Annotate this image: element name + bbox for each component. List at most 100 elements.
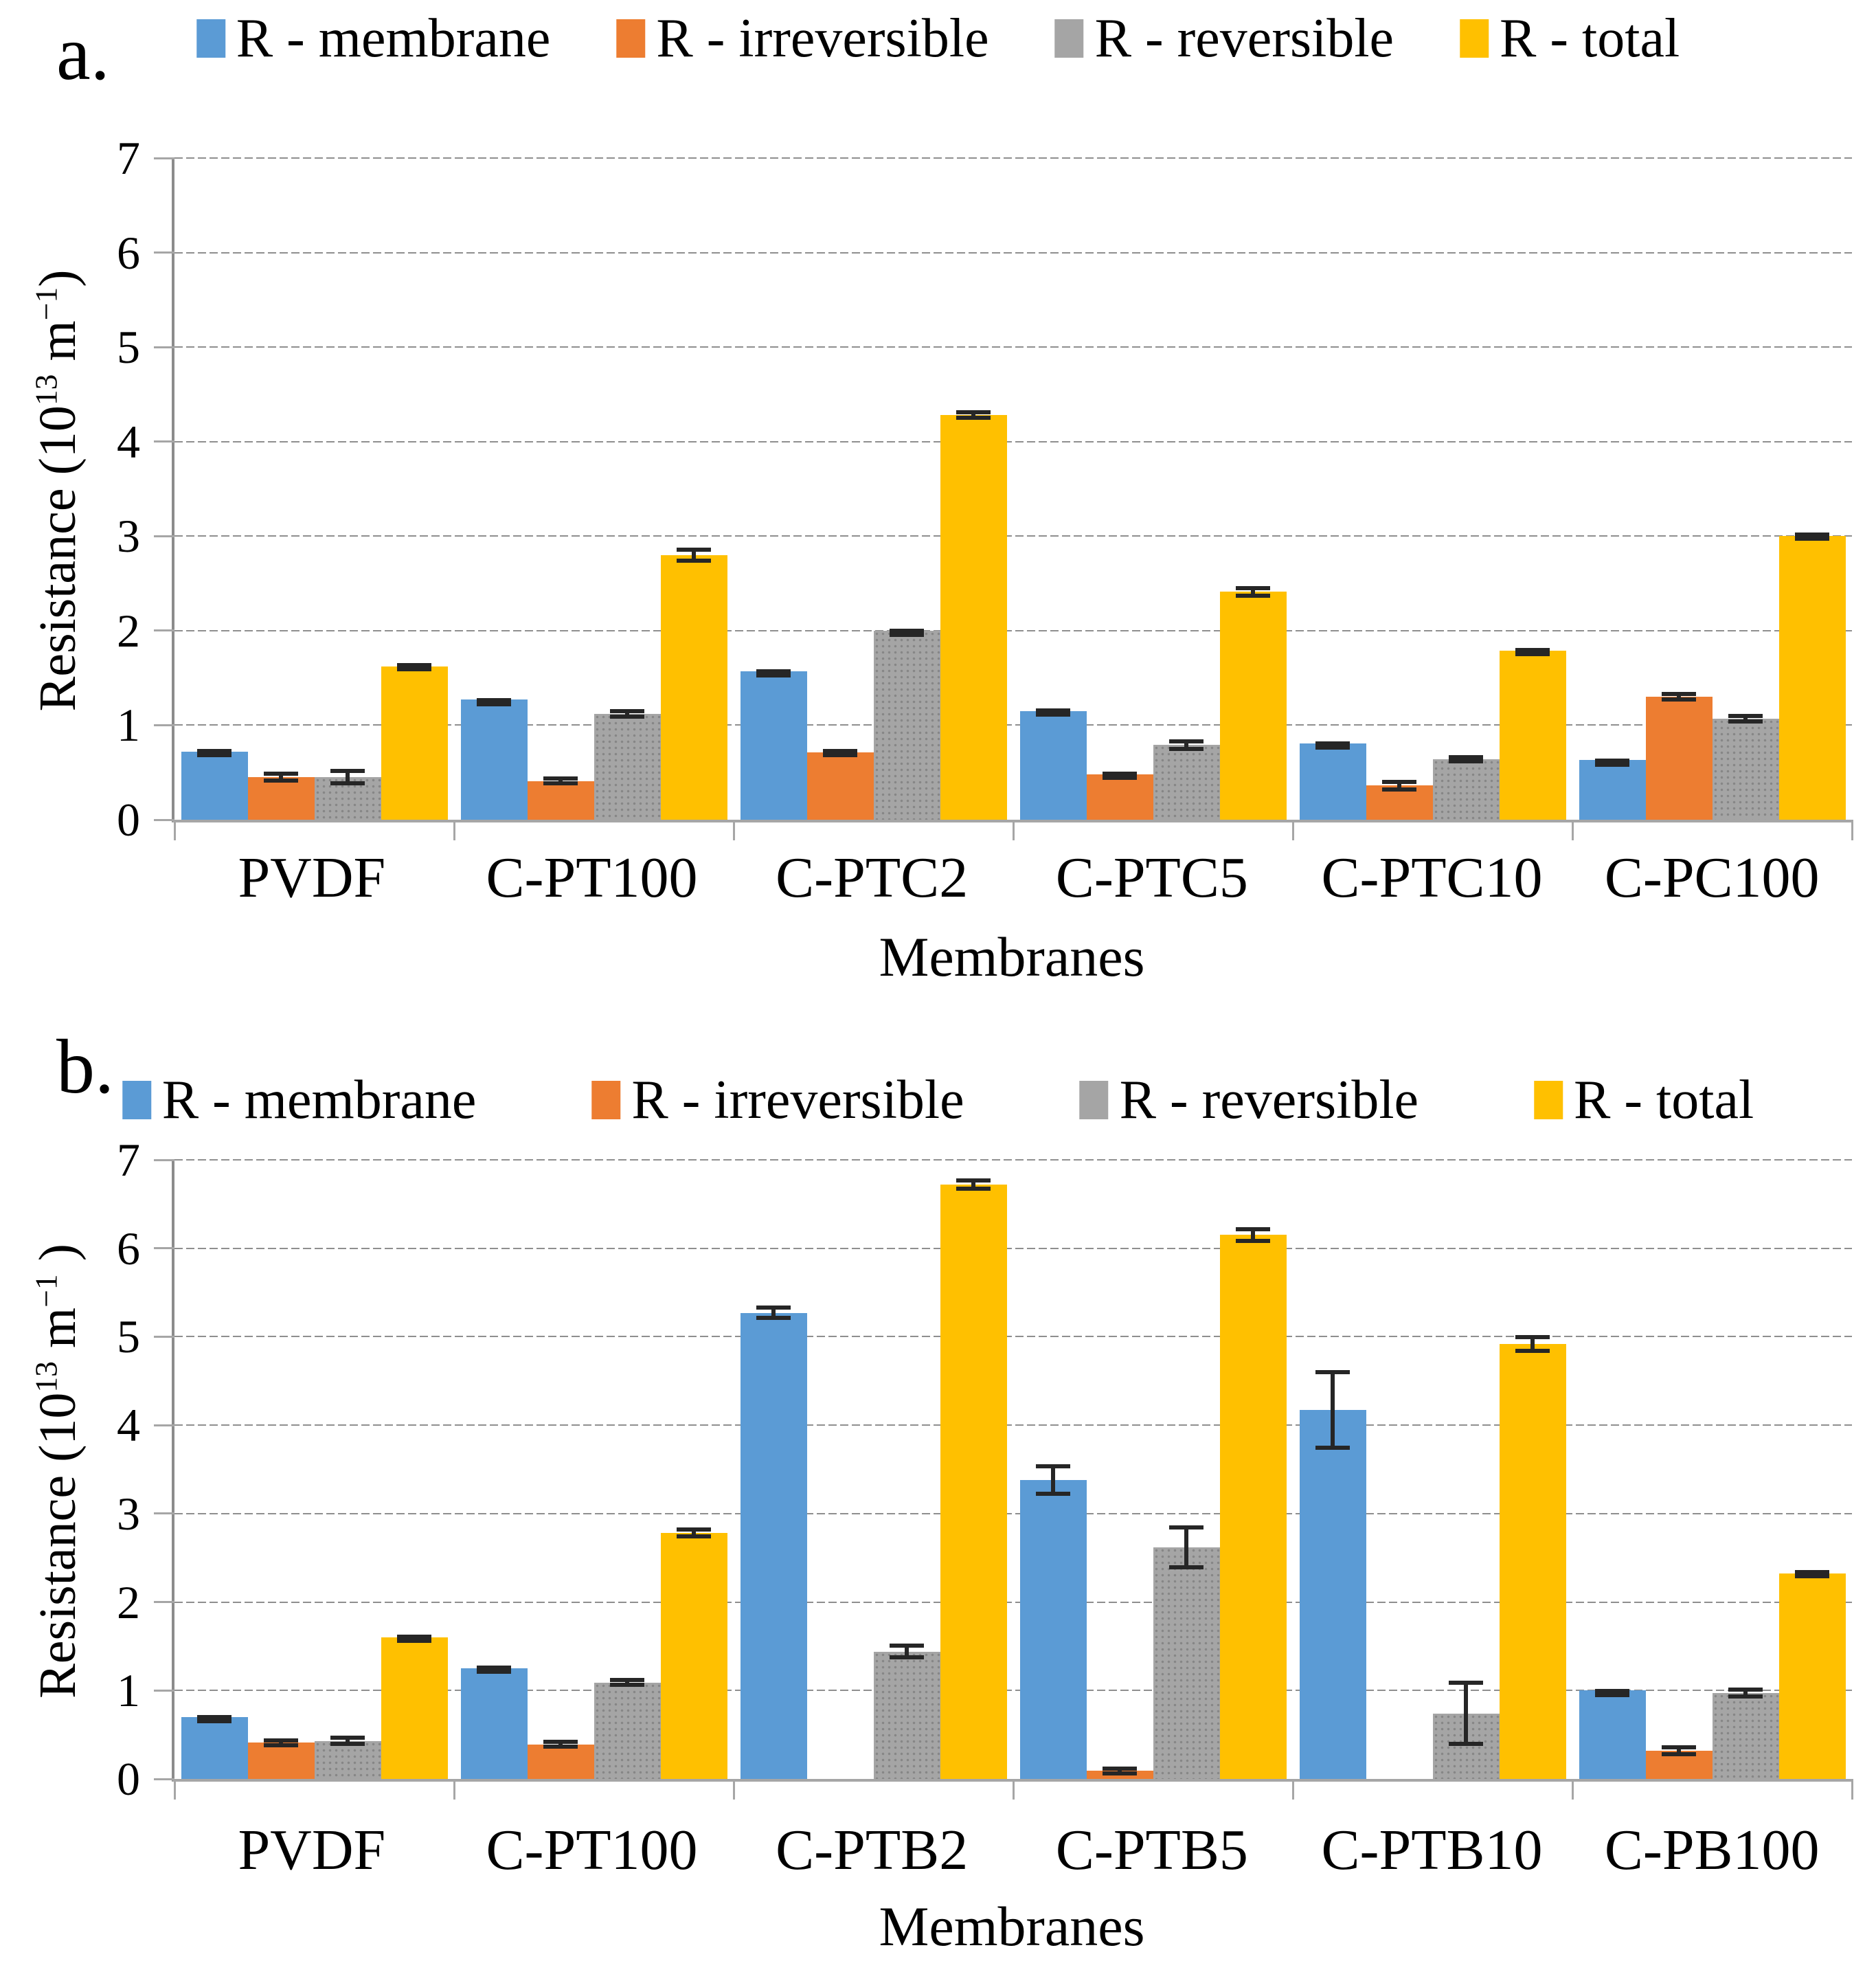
error-bar-line <box>1677 1749 1681 1752</box>
gridline <box>174 251 1852 254</box>
y-tick-label: 6 <box>117 1222 140 1275</box>
x-axis-title: Membranes <box>879 1895 1145 1958</box>
y-axis-tick <box>154 251 174 254</box>
bar-r-total-c-ptb2 <box>940 1178 1007 1779</box>
gridline <box>174 535 1852 537</box>
bar-r-irreversible-c-ptb5 <box>1086 1767 1153 1779</box>
error-bar-line <box>346 1739 350 1743</box>
x-category-label-c-ptb5: C-PTB5 <box>1055 1818 1248 1882</box>
bar-r-reversible-c-ptc2 <box>873 629 940 820</box>
bar-r-membrane-c-pt100 <box>460 697 528 820</box>
bar-group-c-ptb5 <box>1013 1160 1293 1779</box>
error-bar-line <box>971 1183 975 1187</box>
bar-r-membrane-pvdf <box>181 1715 248 1779</box>
bar-group-pvdf <box>174 1160 454 1779</box>
error-bar <box>1795 1570 1829 1579</box>
legend-swatch-r-membrane <box>196 19 225 58</box>
bar-r-total-c-pt100 <box>660 1527 727 1779</box>
bar-r-irreversible-pvdf <box>247 1738 315 1779</box>
y-tick-label: 1 <box>117 699 140 752</box>
legend-label: R - reversible <box>1119 1070 1419 1130</box>
y-axis-title-exponent: 13 <box>28 1361 64 1393</box>
y-tick-label: 0 <box>117 1753 140 1805</box>
gridline <box>174 1512 1852 1514</box>
error-bar <box>1236 586 1270 598</box>
error-bar <box>543 1740 578 1749</box>
error-bar-line <box>1184 1529 1188 1565</box>
error-bar <box>1662 692 1696 702</box>
error-bar <box>956 410 991 421</box>
error-bar-line <box>625 713 629 715</box>
error-bar <box>1315 741 1350 750</box>
bar-r-irreversible-c-pc100 <box>1645 692 1713 820</box>
error-bar <box>1169 739 1203 751</box>
error-bar <box>1103 1767 1137 1775</box>
error-bar <box>610 709 644 719</box>
legend-swatch-r-irreversible <box>591 1081 621 1119</box>
y-axis-tick <box>154 1247 174 1250</box>
error-bar-line <box>1743 1692 1748 1694</box>
legend-item-r-reversible: R - reversible <box>1054 8 1394 69</box>
legend: R - membrane R - irreversible R - reversib… <box>122 1073 1754 1128</box>
y-axis-title-unit-exponent: −1 <box>28 287 64 321</box>
y-tick-label: 3 <box>117 1487 140 1540</box>
bar-r-irreversible-c-ptc2 <box>806 748 874 820</box>
chart-panel-b: b. R - membrane R - irreversible R - rever… <box>0 986 1876 1972</box>
x-axis-tick <box>173 820 176 840</box>
error-bar <box>1515 647 1550 656</box>
bar-r-irreversible-pvdf <box>247 771 315 820</box>
y-tick-label: 6 <box>117 226 140 279</box>
y-tick-label: 5 <box>117 321 140 374</box>
gridline <box>174 1424 1852 1426</box>
bar-r-reversible-pvdf <box>314 1735 381 1779</box>
error-bar <box>1036 708 1070 717</box>
y-tick-label: 4 <box>117 1399 140 1452</box>
bar-group-c-ptb10 <box>1293 1160 1572 1779</box>
x-axis-tick <box>453 820 455 840</box>
error-bar <box>1595 1688 1629 1697</box>
gridline <box>174 157 1852 159</box>
error-bar <box>956 1178 991 1191</box>
bar-r-total-c-ptb5 <box>1219 1226 1287 1779</box>
error-bar-line <box>1331 1374 1335 1446</box>
plot-area: 0 1 2 3 4 5 6 7 <box>117 1136 1853 1802</box>
gridline <box>174 1159 1852 1161</box>
y-axis-tick <box>154 1689 174 1692</box>
error-bar-line <box>1051 1468 1055 1492</box>
plot-area: 0 1 2 3 4 5 6 7 <box>117 135 1853 843</box>
y-axis-tick <box>154 629 174 632</box>
gridline <box>174 629 1852 631</box>
bar-r-membrane-c-ptc5 <box>1019 708 1087 820</box>
x-axis-tick <box>1291 820 1294 840</box>
y-tick-label: 2 <box>117 1576 140 1628</box>
error-bar-line <box>1184 743 1188 747</box>
error-bar <box>1595 758 1629 767</box>
error-bar <box>264 1738 298 1747</box>
x-category-label-pvdf: PVDF <box>238 1818 386 1882</box>
legend-label: R - reversible <box>1094 8 1394 69</box>
bar-r-membrane-c-pt100 <box>460 1666 528 1779</box>
bar-r-reversible-c-ptb5 <box>1153 1525 1220 1779</box>
bar-r-irreversible-c-pb100 <box>1645 1745 1713 1779</box>
y-tick-label: 5 <box>117 1310 140 1363</box>
gridline <box>174 1247 1852 1249</box>
bar-r-total-c-pb100 <box>1778 1570 1846 1779</box>
x-axis-tick <box>1291 1779 1294 1800</box>
y-axis-tick <box>154 1512 174 1515</box>
bar-group-c-pt100 <box>454 158 734 820</box>
bar-r-total-c-ptc10 <box>1499 647 1566 820</box>
bar-r-reversible-c-ptb10 <box>1432 1681 1500 1779</box>
legend-label: R - membrane <box>161 1070 477 1130</box>
y-axis-title-exponent: 13 <box>28 374 64 406</box>
bar-groups <box>174 158 1852 820</box>
y-tick-label: 7 <box>117 132 140 184</box>
error-bar-line <box>905 1648 909 1656</box>
legend-item-r-membrane: R - membrane <box>196 11 550 66</box>
y-tick-label: 1 <box>117 1664 140 1717</box>
error-bar <box>1236 1226 1270 1243</box>
error-bar <box>1728 713 1763 724</box>
bar-group-c-ptc2 <box>734 158 1013 820</box>
error-bar-line <box>1397 784 1401 787</box>
legend-swatch-r-reversible <box>1079 1081 1109 1119</box>
bar-group-c-ptb2 <box>734 1160 1013 1779</box>
